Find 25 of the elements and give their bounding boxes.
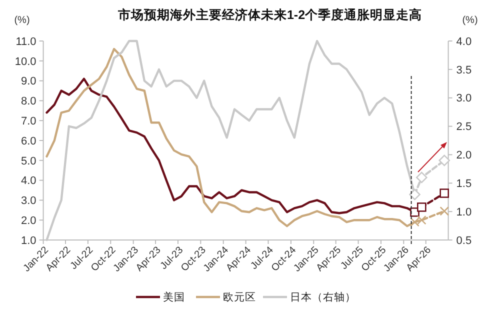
y2-tick-label: 2.0 [456,150,472,162]
y2-tick-label: 1.0 [456,206,472,218]
y2-tick-label: 0.5 [456,234,472,247]
chart-title: 市场预期海外主要经济体未来1-2个季度通胀明显走高 [116,7,422,22]
y-tick-label: 2.0 [21,214,36,227]
y-tick-label: 8.0 [21,96,36,108]
y-axis-title: (%) [14,15,30,26]
y2-axis-title: (%) [462,15,478,26]
legend-label: 日本（右轴） [290,290,356,304]
y-tick-label: 4.0 [21,175,36,188]
y-tick-label: 5.0 [21,155,36,168]
y-tick-label: 10.0 [14,56,36,68]
y-tick-label: 11.0 [16,36,36,48]
y2-tick-label: 3.5 [456,64,472,76]
y2-tick-label: 3.0 [456,92,472,105]
y2-tick-label: 4.0 [456,36,472,48]
y2-tick-label: 1.5 [456,178,472,190]
legend-label: 欧元区 [223,292,256,304]
legend-label: 美国 [163,290,185,304]
y-tick-label: 3.0 [21,195,36,208]
y-tick-label: 9.0 [21,76,36,88]
y2-tick-label: 2.5 [456,121,472,134]
y-tick-label: 6.0 [21,135,36,148]
y-tick-label: 1.0 [21,234,36,247]
y-tick-label: 7.0 [21,115,36,128]
